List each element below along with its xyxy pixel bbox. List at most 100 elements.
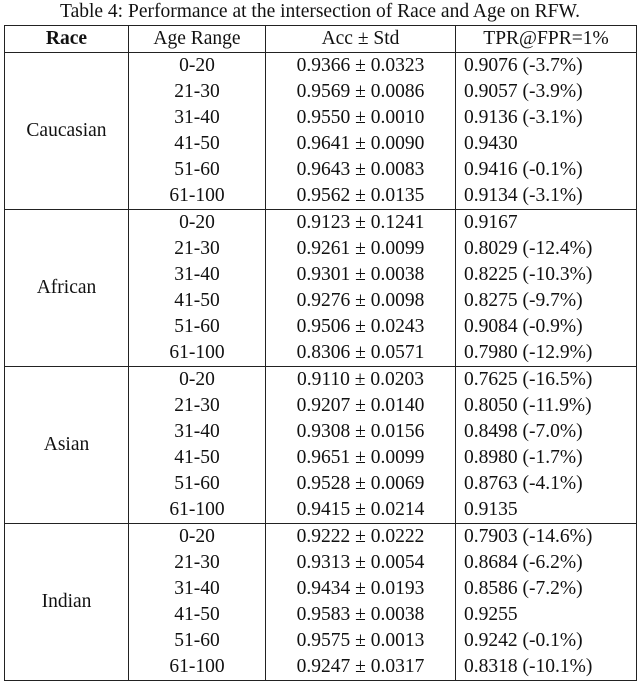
age-range-cell: 21-30 [128, 393, 266, 419]
acc-cell: 0.9506 ± 0.0243 [265, 314, 456, 340]
acc-cell: 0.9222 ± 0.0222 [265, 523, 456, 550]
table-row: Indian 0-20 0.9222 ± 0.0222 0.7903 (-14.6%) [4, 523, 637, 681]
tpr-cell: 0.9430 [455, 131, 637, 157]
tpr-cell: 0.9136 (-3.1%) [455, 105, 637, 131]
acc-cell: 0.9366 ± 0.0323 [265, 52, 456, 79]
tpr-cell: 0.7903 (-14.6%) [455, 523, 637, 550]
age-range-cell: 0-20 [128, 209, 266, 236]
header-row: Race Age Range Acc ± Std TPR@FPR=1% [4, 25, 637, 53]
age-range-cell: 61-100 [128, 340, 266, 367]
tpr-cell: 0.8029 (-12.4%) [455, 236, 637, 262]
tpr-cell: 0.8275 (-9.7%) [455, 288, 637, 314]
header-cell: Age Range [128, 25, 266, 53]
table-row: 61-100 0.9415 ± 0.0214 0.9135 [5, 497, 637, 524]
tpr-cell: 0.9057 (-3.9%) [455, 79, 637, 105]
acc-cell: 0.9641 ± 0.0090 [265, 131, 456, 157]
age-range-cell: 41-50 [128, 288, 266, 314]
acc-cell: 0.9308 ± 0.0156 [265, 419, 456, 445]
acc-cell: 0.9110 ± 0.0203 [265, 366, 456, 393]
table-row: 31-40 0.9434 ± 0.0193 0.8586 (-7.2%) [5, 576, 637, 602]
race-cell: Caucasian [4, 52, 129, 210]
race-cell: Indian [4, 523, 129, 681]
table-body: Caucasian 0-20 0.9366 ± 0.0323 0.9076 (-3.7… [4, 52, 637, 681]
tpr-cell: 0.9134 (-3.1%) [455, 183, 637, 210]
tpr-cell: 0.9084 (-0.9%) [455, 314, 637, 340]
tpr-cell: 0.9255 [455, 602, 637, 628]
age-range-cell: 41-50 [128, 602, 266, 628]
age-range-cell: 51-60 [128, 157, 266, 183]
tpr-cell: 0.8684 (-6.2%) [455, 550, 637, 576]
age-range-cell: 0-20 [128, 523, 266, 550]
tpr-cell: 0.8763 (-4.1%) [455, 471, 637, 497]
race-cell: African [4, 209, 129, 367]
age-range-cell: 41-50 [128, 131, 266, 157]
acc-cell: 0.9207 ± 0.0140 [265, 393, 456, 419]
table-row: 61-100 0.9562 ± 0.0135 0.9134 (-3.1%) [5, 183, 637, 210]
header-cell: Race [4, 25, 129, 53]
table-row: 51-60 0.9575 ± 0.0013 0.9242 (-0.1%) [5, 628, 637, 654]
table-row: Asian 0-20 0.9110 ± 0.0203 0.7625 (-16.5%) [4, 366, 637, 524]
age-range-cell: 41-50 [128, 445, 266, 471]
table-row: 51-60 0.9506 ± 0.0243 0.9084 (-0.9%) [5, 314, 637, 340]
acc-cell: 0.9643 ± 0.0083 [265, 157, 456, 183]
table-row: 51-60 0.9643 ± 0.0083 0.9416 (-0.1%) [5, 157, 637, 183]
acc-cell: 0.8306 ± 0.0571 [265, 340, 456, 367]
acc-cell: 0.9651 ± 0.0099 [265, 445, 456, 471]
table-row: 41-50 0.9651 ± 0.0099 0.8980 (-1.7%) [5, 445, 637, 471]
acc-cell: 0.9569 ± 0.0086 [265, 79, 456, 105]
age-range-cell: 0-20 [128, 366, 266, 393]
tpr-cell: 0.9076 (-3.7%) [455, 52, 637, 79]
age-range-cell: 31-40 [128, 105, 266, 131]
age-range-cell: 61-100 [128, 497, 266, 524]
acc-cell: 0.9415 ± 0.0214 [265, 497, 456, 524]
acc-cell: 0.9313 ± 0.0054 [265, 550, 456, 576]
age-range-cell: 51-60 [128, 471, 266, 497]
table-row: 31-40 0.9308 ± 0.0156 0.8498 (-7.0%) [5, 419, 637, 445]
table-row: 21-30 0.9261 ± 0.0099 0.8029 (-12.4%) [5, 236, 637, 262]
acc-cell: 0.9301 ± 0.0038 [265, 262, 456, 288]
table-row: 21-30 0.9207 ± 0.0140 0.8050 (-11.9%) [5, 393, 637, 419]
acc-cell: 0.9550 ± 0.0010 [265, 105, 456, 131]
table-row: Caucasian 0-20 0.9366 ± 0.0323 0.9076 (-3.7… [4, 52, 637, 210]
acc-cell: 0.9583 ± 0.0038 [265, 602, 456, 628]
age-range-cell: 21-30 [128, 550, 266, 576]
age-range-cell: 61-100 [128, 183, 266, 210]
tpr-cell: 0.8980 (-1.7%) [455, 445, 637, 471]
tpr-cell: 0.7980 (-12.9%) [455, 340, 637, 367]
table-row: 41-50 0.9583 ± 0.0038 0.9255 [5, 602, 637, 628]
age-range-cell: 31-40 [128, 576, 266, 602]
acc-cell: 0.9123 ± 0.1241 [265, 209, 456, 236]
table-row: African 0-20 0.9123 ± 0.1241 0.9167 [4, 209, 637, 367]
table-row: 31-40 0.9301 ± 0.0038 0.8225 (-10.3%) [5, 262, 637, 288]
table-row: 51-60 0.9528 ± 0.0069 0.8763 (-4.1%) [5, 471, 637, 497]
age-range-cell: 61-100 [128, 654, 266, 681]
age-range-cell: 51-60 [128, 628, 266, 654]
tpr-cell: 0.8318 (-10.1%) [455, 654, 637, 681]
table-row: 41-50 0.9276 ± 0.0098 0.8275 (-9.7%) [5, 288, 637, 314]
acc-cell: 0.9434 ± 0.0193 [265, 576, 456, 602]
tpr-cell: 0.9416 (-0.1%) [455, 157, 637, 183]
table-row: 31-40 0.9550 ± 0.0010 0.9136 (-3.1%) [5, 105, 637, 131]
header-cell: TPR@FPR=1% [455, 25, 637, 53]
table-caption: Table 4: Performance at the intersection… [60, 1, 580, 22]
tpr-cell: 0.8225 (-10.3%) [455, 262, 637, 288]
age-range-cell: 51-60 [128, 314, 266, 340]
tpr-cell: 0.8050 (-11.9%) [455, 393, 637, 419]
tpr-cell: 0.8586 (-7.2%) [455, 576, 637, 602]
acc-cell: 0.9247 ± 0.0317 [265, 654, 456, 681]
tpr-cell: 0.8498 (-7.0%) [455, 419, 637, 445]
table-row: 41-50 0.9641 ± 0.0090 0.9430 [5, 131, 637, 157]
tpr-cell: 0.9167 [455, 209, 637, 236]
tpr-cell: 0.7625 (-16.5%) [455, 366, 637, 393]
acc-cell: 0.9528 ± 0.0069 [265, 471, 456, 497]
age-range-cell: 21-30 [128, 79, 266, 105]
age-range-cell: 31-40 [128, 419, 266, 445]
acc-cell: 0.9575 ± 0.0013 [265, 628, 456, 654]
acc-cell: 0.9276 ± 0.0098 [265, 288, 456, 314]
age-range-cell: 31-40 [128, 262, 266, 288]
table-row: 21-30 0.9313 ± 0.0054 0.8684 (-6.2%) [5, 550, 637, 576]
age-range-cell: 21-30 [128, 236, 266, 262]
tpr-cell: 0.9135 [455, 497, 637, 524]
header-cell: Acc ± Std [265, 25, 456, 53]
